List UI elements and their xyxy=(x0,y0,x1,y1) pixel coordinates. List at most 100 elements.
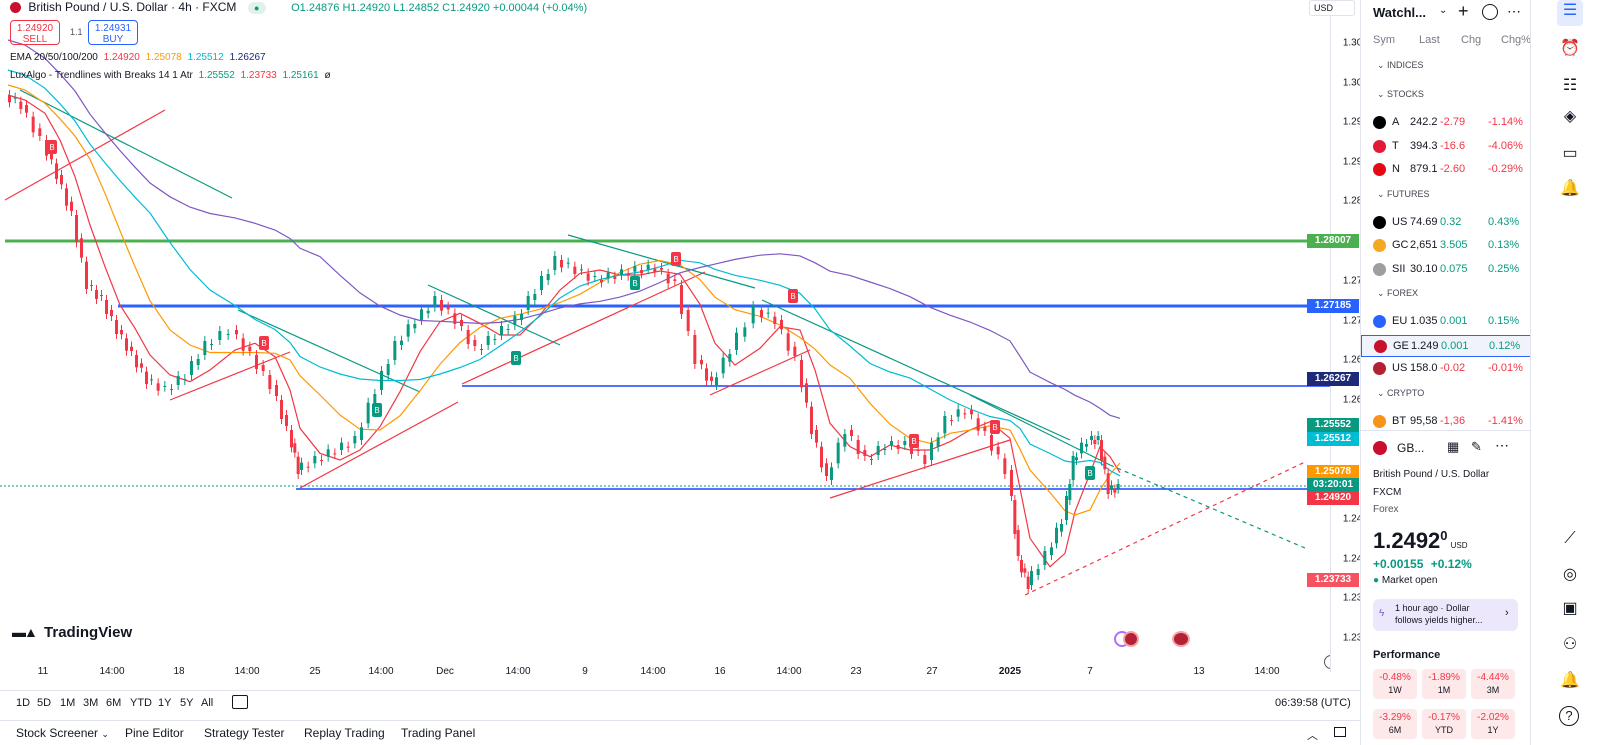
col-sym[interactable]: Sym xyxy=(1373,34,1395,46)
sell-label: SELL xyxy=(22,34,48,45)
performance-title[interactable]: Performance xyxy=(1373,649,1441,661)
tab-trading-panel[interactable]: Trading Panel xyxy=(401,726,476,740)
ema20-value: 1.24920 xyxy=(103,52,140,63)
alerts-plus-icon[interactable] xyxy=(1482,4,1498,20)
bell-icon[interactable]: 🔔 xyxy=(1560,180,1580,197)
col-chg[interactable]: Chg xyxy=(1461,34,1482,46)
maximize-panel-icon[interactable] xyxy=(1334,727,1346,737)
watchlist-section[interactable]: ⌄ FUTURES xyxy=(1377,188,1430,199)
help-icon[interactable]: ? xyxy=(1559,706,1579,726)
watchlist-row[interactable]: T 394.3 -16.6 -4.06% xyxy=(1361,136,1531,158)
chevron-down-icon[interactable]: ⌄ xyxy=(1439,5,1448,16)
candle-body xyxy=(406,324,410,337)
layers-icon[interactable]: ◈ xyxy=(1563,108,1577,125)
tab-replay-trading[interactable]: Replay Trading xyxy=(304,726,385,740)
lightning-icon: ϟ xyxy=(1379,608,1385,619)
alarm-clock-icon[interactable]: ⏰ xyxy=(1560,40,1580,57)
edit-icon[interactable]: ✎ xyxy=(1471,439,1482,454)
time-axis[interactable]: 11 14:00 18 14:00 25 14:00 Dec 14:00 9 14:00 16 14:… xyxy=(0,662,1330,684)
chart-canvas[interactable]: B B B B B B B B B B British Pound / U.S. Dollar ·… xyxy=(0,0,1330,672)
range-button[interactable]: 1M xyxy=(60,697,76,709)
candle-body xyxy=(25,105,28,113)
dividend-flag-icon[interactable] xyxy=(1172,631,1190,647)
list-icon[interactable]: ☷ xyxy=(1562,77,1578,94)
watchlist-chg: 0.075 xyxy=(1440,262,1468,275)
price-scale[interactable]: USD 1.305001.300001.295001.290001.285001… xyxy=(1307,0,1385,672)
watchlist-icon[interactable]: ☰ xyxy=(1557,0,1583,26)
detail-category: Forex xyxy=(1373,504,1399,515)
range-button[interactable]: 6M xyxy=(106,697,122,709)
performance-cell[interactable]: -4.44% 3M xyxy=(1471,669,1515,699)
watchlist-chgp: -0.29% xyxy=(1488,163,1523,175)
range-button[interactable]: 5D xyxy=(37,697,52,709)
candle-body xyxy=(196,359,200,365)
goto-date-icon[interactable] xyxy=(232,695,248,709)
collapse-panel-icon[interactable]: ︿ xyxy=(1307,730,1318,742)
performance-cell[interactable]: -0.48% 1W xyxy=(1373,669,1417,699)
candle-body xyxy=(380,371,383,390)
range-button[interactable]: All xyxy=(201,697,214,709)
watchlist-row[interactable]: US 158.0 -0.02 -0.01% xyxy=(1361,358,1531,380)
watchlist-row[interactable]: SII 30.10 0.075 0.25% xyxy=(1361,259,1531,281)
watchlist-section[interactable]: ⌄ STOCKS xyxy=(1377,89,1424,99)
candle-body xyxy=(970,410,973,415)
watchlist-row[interactable]: US 74.69 0.32 0.43% xyxy=(1361,212,1531,234)
utc-clock[interactable]: 06:39:58 (UTC) xyxy=(1275,697,1351,709)
buy-button[interactable]: 1.24931 BUY xyxy=(88,20,138,45)
candle-body xyxy=(120,330,123,335)
symbol-title[interactable]: British Pound / U.S. Dollar · 4h · FXCM xyxy=(28,0,237,14)
sell-button[interactable]: 1.24920 SELL xyxy=(10,20,60,45)
tab-strategy-tester[interactable]: Strategy Tester xyxy=(204,726,285,740)
layout-icon[interactable]: ▦ xyxy=(1447,439,1460,454)
watchlist-row[interactable]: A 242.2 -2.79 -1.14% xyxy=(1361,112,1531,134)
candle-body xyxy=(710,376,713,381)
add-symbol-icon[interactable]: + xyxy=(1458,1,1469,21)
time-label: 11 xyxy=(37,666,49,677)
performance-cell[interactable]: -1.89% 1M xyxy=(1422,669,1466,699)
watchlist-row[interactable]: N 879.1 -2.60 -0.29% xyxy=(1361,159,1531,181)
watchlist-title[interactable]: Watchl... xyxy=(1373,5,1426,20)
watchlist-section[interactable]: ⌄ FOREX xyxy=(1377,288,1419,298)
currency-select[interactable]: USD xyxy=(1309,0,1355,16)
watchlist-row[interactable]: GC 2,651 3.505 0.13% xyxy=(1361,235,1531,257)
candle-body xyxy=(653,268,657,272)
watchlist-row[interactable]: BT 95,58 -1,36 -1.41% xyxy=(1361,411,1531,433)
notifications-icon[interactable]: 🔔 xyxy=(1560,672,1580,689)
watchlist-row[interactable]: GE 1.249 0.001 0.12% xyxy=(1361,334,1531,357)
range-button[interactable]: 1D xyxy=(16,697,31,709)
range-button[interactable]: YTD xyxy=(130,697,152,709)
col-last[interactable]: Last xyxy=(1419,34,1440,46)
range-button[interactable]: 3M xyxy=(83,697,99,709)
tab-stock-screener[interactable]: Stock Screener ⌄ xyxy=(16,726,109,740)
range-button[interactable]: 1Y xyxy=(158,697,172,709)
watchlist-row[interactable]: EU 1.035 0.001 0.15% xyxy=(1361,311,1531,333)
performance-cell[interactable]: -0.17% YTD xyxy=(1422,709,1466,739)
economic-events-icon[interactable] xyxy=(1114,631,1144,647)
news-card[interactable]: ϟ 1 hour ago · Dollar follows yields hig… xyxy=(1373,599,1518,631)
ema-lines-group xyxy=(7,39,1121,568)
performance-cell[interactable]: -2.02% 1Y xyxy=(1471,709,1515,739)
watchlist-section[interactable]: ⌄ CRYPTO xyxy=(1377,387,1425,398)
tab-pine-editor[interactable]: Pine Editor xyxy=(125,726,184,740)
calendar-icon[interactable]: ▣ xyxy=(1562,600,1578,617)
candle-body xyxy=(715,377,718,385)
range-button[interactable]: 5Y xyxy=(180,697,194,709)
detail-short-symbol[interactable]: GB... xyxy=(1397,441,1425,455)
more-icon[interactable]: ⋯ xyxy=(1507,3,1521,19)
candle-body xyxy=(560,260,563,268)
users-icon[interactable]: ⚇ xyxy=(1562,636,1578,653)
ema-legend[interactable]: EMA 20/50/100/200 1.24920 1.25078 1.2551… xyxy=(10,52,266,63)
drawing-icon[interactable]: ⟋ xyxy=(1564,530,1576,547)
price-chart[interactable]: B B B B B B B B B B xyxy=(0,0,1330,672)
candle-body xyxy=(1068,484,1072,500)
watchlist-section[interactable]: ⌄ INDICES xyxy=(1377,60,1424,70)
col-chgp[interactable]: Chg% xyxy=(1501,34,1531,46)
target-icon[interactable]: ◎ xyxy=(1563,566,1577,583)
luxalgo-legend[interactable]: LuxAlgo - Trendlines with Breaks 14 1 At… xyxy=(10,70,331,81)
candle-body xyxy=(1010,470,1013,496)
performance-cell[interactable]: -3.29% 6M xyxy=(1373,709,1417,739)
chat-icon[interactable]: ▭ xyxy=(1562,145,1578,162)
more-icon[interactable]: ⋯ xyxy=(1495,437,1509,453)
tradingview-logo[interactable]: ▬▲ TradingView xyxy=(12,624,132,641)
candle-body xyxy=(75,215,78,243)
